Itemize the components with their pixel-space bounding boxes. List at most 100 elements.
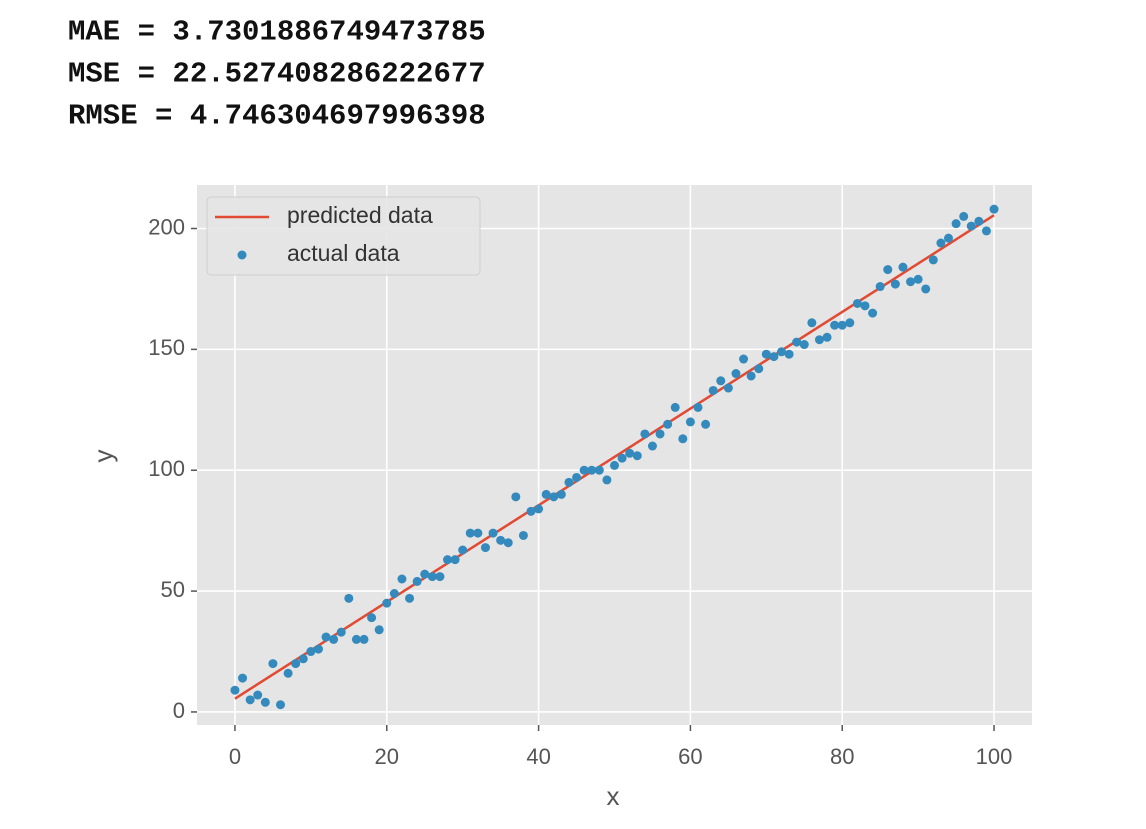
data-point xyxy=(496,535,506,545)
legend-swatch xyxy=(237,250,247,260)
data-point xyxy=(890,279,900,289)
data-point xyxy=(465,528,475,538)
data-point xyxy=(253,690,263,700)
y-tick-label: 100 xyxy=(148,456,185,481)
data-point xyxy=(647,441,657,451)
data-point xyxy=(951,219,961,229)
data-point xyxy=(238,673,248,683)
legend-box xyxy=(206,196,481,276)
data-point xyxy=(534,504,544,514)
data-point xyxy=(708,385,718,395)
y-axis-label: y xyxy=(88,450,118,463)
data-point xyxy=(541,489,551,499)
x-tick-label: 40 xyxy=(526,744,550,769)
data-point xyxy=(731,369,741,379)
data-point xyxy=(716,376,726,386)
y-tick-label: 50 xyxy=(161,577,185,602)
data-point xyxy=(602,475,612,485)
data-point xyxy=(928,255,938,265)
data-point xyxy=(617,453,627,463)
data-point xyxy=(678,434,688,444)
data-point xyxy=(526,506,536,516)
data-point xyxy=(981,226,991,236)
data-point xyxy=(913,274,923,284)
data-point xyxy=(564,477,574,487)
data-point xyxy=(488,528,498,538)
data-point xyxy=(822,332,832,342)
metric-line: RMSE = 4.746304697996398 xyxy=(68,100,486,133)
data-point xyxy=(769,352,779,362)
data-point xyxy=(860,301,870,311)
data-point xyxy=(306,647,316,657)
data-point xyxy=(966,221,976,231)
data-point xyxy=(777,347,786,357)
data-point xyxy=(875,282,885,292)
data-point xyxy=(382,598,392,608)
x-tick-label: 20 xyxy=(375,744,399,769)
data-point xyxy=(283,668,293,678)
data-point xyxy=(632,451,642,461)
data-point xyxy=(572,472,582,482)
data-point xyxy=(898,262,908,272)
data-point xyxy=(799,340,809,350)
data-point xyxy=(435,572,445,582)
x-axis-label: x xyxy=(607,781,620,811)
data-point xyxy=(389,589,399,599)
x-tick-label: 0 xyxy=(229,744,241,769)
data-point xyxy=(792,337,802,347)
data-point xyxy=(443,555,452,565)
data-point xyxy=(761,349,771,359)
data-point xyxy=(313,644,323,654)
y-tick-label: 200 xyxy=(148,214,185,239)
data-point xyxy=(397,574,407,584)
data-point xyxy=(359,634,369,644)
y-tick-label: 0 xyxy=(173,698,185,723)
data-point xyxy=(260,697,270,707)
data-point xyxy=(883,265,893,275)
data-point xyxy=(518,530,528,540)
data-point xyxy=(693,402,703,412)
data-point xyxy=(344,593,354,603)
data-point xyxy=(427,572,437,582)
data-point xyxy=(640,429,650,439)
data-point xyxy=(503,538,513,548)
data-point xyxy=(329,634,339,644)
y-tick-label: 150 xyxy=(148,335,185,360)
metric-line: MSE = 22.527408286222677 xyxy=(68,58,486,91)
data-point xyxy=(944,233,953,243)
data-point xyxy=(685,417,695,427)
data-point xyxy=(276,700,285,710)
data-point xyxy=(351,634,361,644)
data-point xyxy=(701,419,711,429)
data-point xyxy=(723,383,733,393)
data-point xyxy=(594,465,604,475)
data-point xyxy=(830,320,840,330)
data-point xyxy=(321,632,331,642)
data-point xyxy=(610,460,619,470)
data-point xyxy=(852,298,862,308)
data-point xyxy=(959,211,969,221)
data-point xyxy=(549,492,559,502)
data-point xyxy=(412,576,422,586)
data-point xyxy=(936,238,946,248)
data-point xyxy=(837,320,847,330)
data-point xyxy=(291,659,301,669)
data-point xyxy=(230,685,240,695)
data-point xyxy=(405,593,415,603)
data-point xyxy=(298,654,308,664)
data-point xyxy=(670,402,680,412)
x-tick-label: 60 xyxy=(678,744,702,769)
data-point xyxy=(746,371,756,381)
data-point xyxy=(480,543,490,553)
x-tick-label: 100 xyxy=(976,744,1013,769)
data-point xyxy=(655,429,665,439)
data-point xyxy=(739,354,749,364)
data-point xyxy=(625,448,635,458)
data-point xyxy=(814,335,824,345)
data-point xyxy=(511,492,521,502)
data-point xyxy=(579,465,589,475)
x-tick-label: 80 xyxy=(830,744,854,769)
data-point xyxy=(663,419,673,429)
data-point xyxy=(906,277,916,287)
